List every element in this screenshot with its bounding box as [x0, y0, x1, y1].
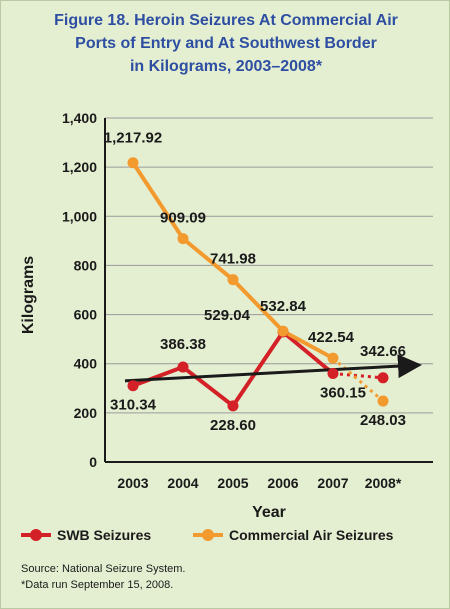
y-tick-label: 0: [89, 454, 97, 470]
series-dotted-segment-0: [332, 372, 384, 380]
data-point: [227, 400, 239, 412]
data-point: [177, 233, 189, 245]
data-label: 228.60: [210, 417, 256, 434]
data-labels: 310.34 386.38 228.60 529.04 360.15 342.66 1,21…: [104, 130, 406, 434]
x-tick-label: 2005: [217, 475, 248, 491]
source-note: Source: National Seizure System.: [21, 563, 186, 575]
data-label: 532.84: [260, 298, 307, 315]
data-points: [127, 157, 389, 412]
data-label: 342.66: [360, 343, 406, 360]
legend-item-swb: SWB Seizures: [21, 527, 151, 543]
legend-swatch-air: [193, 528, 223, 542]
x-tick-label: 2004: [167, 475, 198, 491]
x-tick-label: 2008*: [365, 475, 402, 491]
trend-arrow-line: [124, 354, 422, 383]
data-label: 386.38: [160, 336, 206, 353]
data-label: 1,217.92: [104, 130, 162, 147]
y-tick-label: 600: [74, 307, 98, 323]
x-tick-label: 2006: [267, 475, 298, 491]
legend-label-swb: SWB Seizures: [57, 527, 152, 543]
data-label: 741.98: [210, 251, 256, 268]
y-tick-labels: 0 200 400 600 800 1,000 1,200 1,400: [62, 110, 97, 470]
legend-item-air: Commercial Air Seizures: [193, 527, 393, 543]
legend-swatch-swb: [21, 528, 51, 542]
data-label: 310.34: [110, 397, 157, 414]
data-point: [177, 361, 189, 373]
data-point: [227, 274, 239, 286]
data-point: [127, 157, 139, 169]
y-tick-label: 1,400: [62, 110, 97, 126]
source-notes: Source: National Seizure System. *Data r…: [21, 561, 185, 593]
x-tick-labels: 2003 2004 2005 2006 2007 2008*: [117, 475, 401, 491]
footnote: *Data run September 15, 2008.: [21, 579, 174, 591]
data-point: [127, 380, 139, 392]
y-tick-label: 200: [74, 405, 98, 421]
data-point: [327, 368, 339, 380]
x-axis-label: Year: [252, 504, 286, 521]
data-point: [327, 352, 339, 364]
data-label: 909.09: [160, 210, 206, 227]
y-tick-label: 800: [74, 257, 98, 273]
data-point: [277, 325, 289, 337]
data-label: 422.54: [308, 329, 355, 346]
trend-arrow: [124, 354, 422, 383]
chart-title: Figure 18. Heroin Seizures At Commercial…: [54, 12, 398, 75]
data-label: 529.04: [204, 307, 251, 324]
grid-lines: [105, 117, 433, 414]
y-axis-label: Kilograms: [20, 256, 37, 334]
legend-label-air: Commercial Air Seizures: [229, 527, 394, 543]
y-tick-label: 400: [74, 356, 98, 372]
axes: [104, 118, 433, 463]
y-tick-label: 1,000: [62, 208, 97, 224]
data-point: [377, 372, 389, 384]
x-tick-label: 2007: [317, 475, 348, 491]
data-label: 248.03: [360, 412, 406, 429]
data-label: 360.15: [320, 385, 366, 402]
x-tick-label: 2003: [117, 475, 148, 491]
y-tick-label: 1,200: [62, 159, 97, 175]
data-point: [377, 395, 389, 407]
